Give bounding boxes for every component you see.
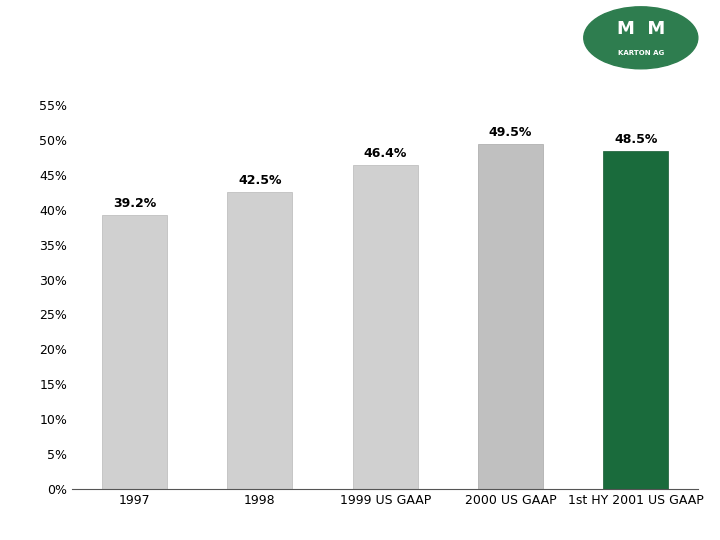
- Text: 48.5%: 48.5%: [614, 133, 657, 146]
- Text: Equity to total assets: Equity to total assets: [22, 23, 346, 52]
- Ellipse shape: [584, 7, 698, 69]
- Bar: [228, 192, 292, 489]
- Bar: [478, 144, 543, 489]
- Bar: [353, 165, 418, 489]
- Text: M  M: M M: [616, 20, 665, 38]
- Text: 49.5%: 49.5%: [489, 126, 532, 139]
- Text: 42.5%: 42.5%: [238, 174, 282, 187]
- Bar: [102, 215, 167, 489]
- Text: 39.2%: 39.2%: [113, 198, 156, 211]
- Text: 46.4%: 46.4%: [364, 147, 407, 160]
- Text: Page 11: Page 11: [22, 516, 72, 529]
- Text: KARTON AG: KARTON AG: [618, 50, 664, 56]
- Bar: [603, 151, 668, 489]
